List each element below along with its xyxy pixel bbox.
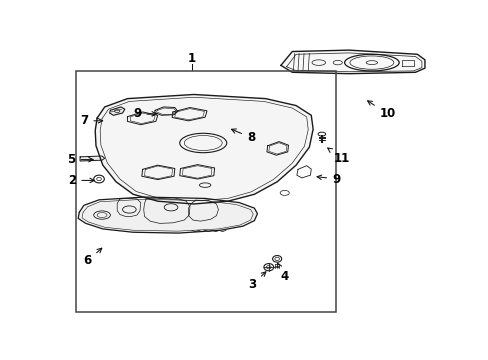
Text: 2: 2	[68, 174, 94, 187]
Text: 9: 9	[133, 107, 156, 120]
Text: 1: 1	[187, 52, 196, 65]
Polygon shape	[280, 50, 424, 74]
Text: 3: 3	[248, 272, 265, 291]
Text: 11: 11	[327, 148, 349, 165]
Polygon shape	[109, 107, 124, 115]
Polygon shape	[95, 94, 312, 204]
Text: 9: 9	[316, 172, 340, 185]
Text: 7: 7	[80, 114, 102, 127]
Polygon shape	[78, 197, 257, 233]
Text: 8: 8	[231, 129, 255, 144]
Text: 4: 4	[277, 263, 288, 283]
Text: 10: 10	[367, 101, 395, 120]
Text: 5: 5	[67, 153, 93, 166]
Bar	[76, 71, 335, 312]
Polygon shape	[80, 156, 104, 161]
Text: 6: 6	[83, 248, 102, 267]
